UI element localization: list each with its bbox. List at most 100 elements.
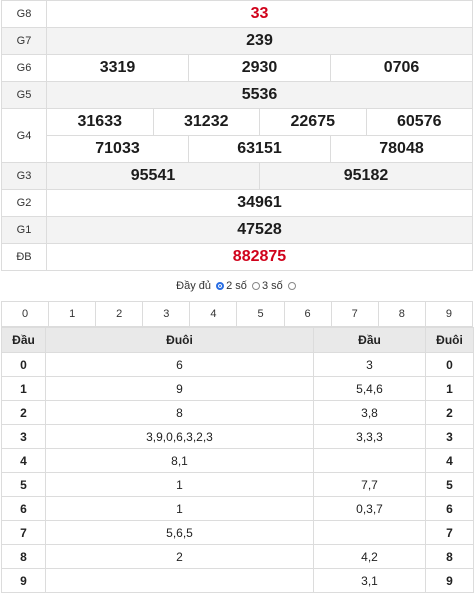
head-digit: 0 xyxy=(1,352,46,377)
prize-g8-number: 33 xyxy=(46,0,473,28)
prize-g5-number: 5536 xyxy=(46,81,473,109)
head-digit: 7 xyxy=(1,520,46,545)
prize-label: G7 xyxy=(1,27,47,55)
head-digit: 5 xyxy=(1,472,46,497)
prize-g1-number: 47528 xyxy=(46,216,473,244)
header-tail: Đuôi xyxy=(45,327,314,353)
prize-label: G4 xyxy=(1,108,47,163)
header-tail: Đuôi xyxy=(425,327,474,353)
prize-row-g8: G8 33 xyxy=(1,0,473,28)
prize-table: G8 33 G7 239 G6 3319 2930 0706 G5 5536 G… xyxy=(1,0,473,271)
option-two-label[interactable]: 2 số xyxy=(226,280,247,292)
prize-g7-number: 239 xyxy=(46,27,473,55)
radio-three-digits[interactable] xyxy=(251,281,260,290)
tail-values: 1 xyxy=(45,496,314,521)
tail-digit: 1 xyxy=(425,376,474,401)
table-row: 8 2 4,2 8 xyxy=(1,544,474,569)
digit-filter-2[interactable]: 2 xyxy=(95,301,144,327)
head-values: 3,1 xyxy=(313,568,426,593)
head-values xyxy=(313,520,426,545)
prize-g3-cell: 95541 95182 xyxy=(46,162,473,190)
prize-g4-number: 31633 xyxy=(77,113,123,130)
tail-values: 2 xyxy=(45,544,314,569)
prize-label: G6 xyxy=(1,54,47,82)
head-values: 3 xyxy=(313,352,426,377)
radio-two-digits[interactable] xyxy=(216,281,225,290)
head-values: 3,3,3 xyxy=(313,424,426,449)
digit-filter: 0 1 2 3 4 5 6 7 8 9 xyxy=(0,301,474,327)
prize-label: G1 xyxy=(1,216,47,244)
table-row: 6 1 0,3,7 6 xyxy=(1,496,474,521)
prize-g4-number: 31232 xyxy=(152,109,260,135)
prize-row-g2: G2 34961 xyxy=(1,189,473,217)
option-full-label[interactable]: Đầy đủ xyxy=(176,280,212,292)
table-row: 4 8,1 4 xyxy=(1,448,474,473)
digit-filter-3[interactable]: 3 xyxy=(142,301,191,327)
digit-filter-9[interactable]: 9 xyxy=(424,301,474,327)
tail-values xyxy=(45,568,314,593)
prize-g6-number: 2930 xyxy=(188,55,330,81)
tail-values: 8,1 xyxy=(45,448,314,473)
table-row: 2 8 3,8 2 xyxy=(1,400,474,425)
tail-digit: 3 xyxy=(425,424,474,449)
digit-filter-6[interactable]: 6 xyxy=(283,301,332,327)
tail-digit: 4 xyxy=(425,448,474,473)
digit-filter-4[interactable]: 4 xyxy=(189,301,238,327)
prize-g4-number: 22675 xyxy=(259,109,366,135)
header-head: Đầu xyxy=(313,327,426,353)
digit-filter-0[interactable]: 0 xyxy=(0,301,50,327)
head-values: 7,7 xyxy=(313,472,426,497)
prize-g4-number: 71033 xyxy=(95,140,140,157)
prize-row-g1: G1 47528 xyxy=(1,216,473,244)
radio-full[interactable] xyxy=(287,281,296,290)
prize-g4-number: 78048 xyxy=(330,136,472,162)
head-digit: 8 xyxy=(1,544,46,569)
head-digit: 4 xyxy=(1,448,46,473)
tail-digit: 9 xyxy=(425,568,474,593)
prize-label: G3 xyxy=(1,162,47,190)
head-digit: 2 xyxy=(1,400,46,425)
head-tail-body: 0 6 3 0 1 9 5,4,6 1 2 8 3,8 2 3 3,9,0,6,3,2,3 3,3,3 3 4 8… xyxy=(1,352,474,593)
table-row: 5 1 7,7 5 xyxy=(1,472,474,497)
table-row: 3 3,9,0,6,3,2,3 3,3,3 3 xyxy=(1,424,474,449)
head-digit: 1 xyxy=(1,376,46,401)
prize-g6-number: 0706 xyxy=(330,55,472,81)
prize-label: ĐB xyxy=(1,243,47,271)
head-values: 0,3,7 xyxy=(313,496,426,521)
tail-values: 9 xyxy=(45,376,314,401)
tail-values: 6 xyxy=(45,352,314,377)
prize-row-g6: G6 3319 2930 0706 xyxy=(1,54,473,82)
tail-digit: 6 xyxy=(425,496,474,521)
table-row: 1 9 5,4,6 1 xyxy=(1,376,474,401)
digit-filter-1[interactable]: 1 xyxy=(48,301,97,327)
tail-digit: 8 xyxy=(425,544,474,569)
head-values: 3,8 xyxy=(313,400,426,425)
head-values xyxy=(313,448,426,473)
head-tail-header: Đầu Đuôi Đầu Đuôi xyxy=(1,327,474,353)
tail-digit: 5 xyxy=(425,472,474,497)
prize-row-db: ĐB 882875 xyxy=(1,243,473,271)
prize-g2-number: 34961 xyxy=(46,189,473,217)
option-three-label[interactable]: 3 số xyxy=(261,280,283,292)
prize-g4-number: 63151 xyxy=(188,136,330,162)
prize-row-g4: G4 31633 31232 22675 60576 71033 63151 7… xyxy=(1,108,473,163)
tail-values: 1 xyxy=(45,472,314,497)
table-row: 7 5,6,5 7 xyxy=(1,520,474,545)
tail-values: 8 xyxy=(45,400,314,425)
prize-label: G5 xyxy=(1,81,47,109)
head-digit: 3 xyxy=(1,424,46,449)
tail-digit: 2 xyxy=(425,400,474,425)
prize-g3-number: 95182 xyxy=(259,163,472,189)
head-tail-table: Đầu Đuôi Đầu Đuôi 0 6 3 0 1 9 5,4,6 1 2 8 3,8 2 3 3,9… xyxy=(1,327,474,593)
digit-filter-5[interactable]: 5 xyxy=(236,301,285,327)
digit-filter-7[interactable]: 7 xyxy=(330,301,379,327)
digit-filter-8[interactable]: 8 xyxy=(377,301,426,327)
display-options: Đầy đủ 2 số 3 số xyxy=(1,271,473,301)
head-values: 4,2 xyxy=(313,544,426,569)
prize-label: G2 xyxy=(1,189,47,217)
prize-g4-cell: 31633 31232 22675 60576 71033 63151 7804… xyxy=(46,108,473,163)
prize-row-g5: G5 5536 xyxy=(1,81,473,109)
prize-label: G8 xyxy=(1,0,47,28)
